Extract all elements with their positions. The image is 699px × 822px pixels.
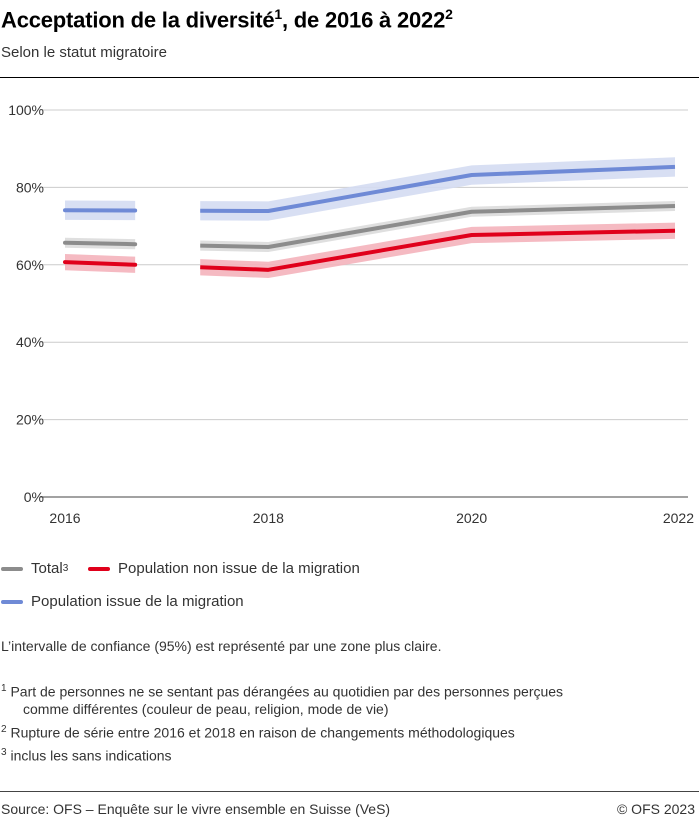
line-series-2-seg-1	[200, 164, 676, 214]
line-series-1-seg-0	[63, 260, 138, 267]
x-tick-2016: 2016	[49, 510, 80, 526]
legend-label-total: Total	[31, 560, 63, 577]
y-tick-100: 100%	[8, 102, 44, 118]
copyright-text: © OFS 2023	[616, 801, 695, 817]
legend-item-total: Total 3	[1, 560, 68, 577]
ci-note: L’intervalle de confiance (95%) est repr…	[1, 638, 442, 654]
legend-label-non-migration: Population non issue de la migration	[118, 560, 360, 577]
line-chart: 0% 20% 40% 60% 80% 100% 2016 2018 2020 2…	[8, 102, 694, 526]
x-tick-2020: 2020	[456, 510, 487, 526]
footnote-2: 2 Rupture de série entre 2016 et 2018 en…	[1, 724, 515, 741]
legend-item-non-migration: Population non issue de la migration	[88, 560, 360, 577]
legend-swatch-total	[1, 566, 23, 571]
footnote-3: 3 inclus les sans indications	[1, 747, 172, 764]
chart-title: Acceptation de la diversité1, de 2016 à …	[1, 6, 453, 33]
y-tick-0: 0%	[24, 489, 44, 505]
legend-item-migration: Population issue de la migration	[1, 593, 244, 610]
x-tick-2018: 2018	[253, 510, 284, 526]
bottom-rule	[0, 791, 699, 792]
y-tick-80: 80%	[16, 179, 44, 195]
legend-swatch-non-migration	[88, 566, 110, 571]
y-tick-60: 60%	[16, 257, 44, 273]
ci-band-series-1-seg-1	[200, 222, 675, 278]
line-series-1-seg-1	[200, 228, 676, 272]
legend-swatch-migration	[1, 599, 23, 604]
legend-sup: 3	[62, 563, 69, 574]
footnote-1: 1 Part de personnes ne se sentant pas dé…	[1, 683, 564, 717]
line-series-0-seg-0	[63, 240, 138, 247]
top-rule	[0, 77, 699, 78]
x-tick-2022: 2022	[663, 510, 694, 526]
line-series-0-seg-1	[200, 203, 676, 249]
legend-label-migration: Population issue de la migration	[31, 593, 244, 610]
chart-subtitle: Selon le statut migratoire	[1, 44, 167, 61]
source-text: Source: OFS – Enquête sur le vivre ensem…	[1, 801, 391, 817]
y-tick-20: 20%	[16, 412, 44, 428]
y-tick-40: 40%	[16, 334, 44, 350]
